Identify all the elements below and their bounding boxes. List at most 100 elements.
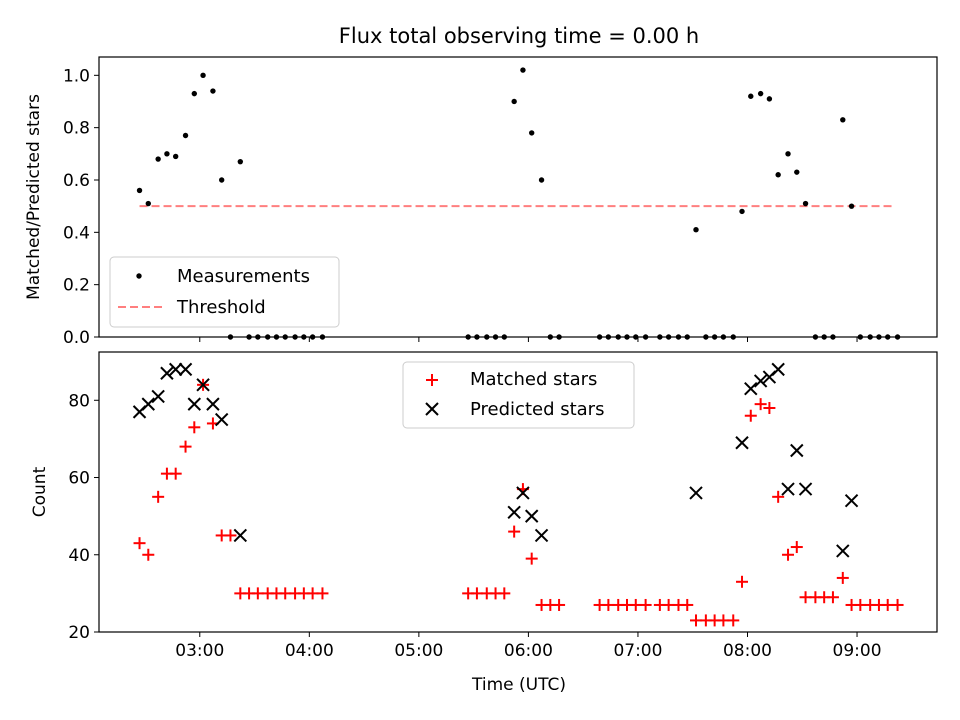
legend-threshold-label: Threshold xyxy=(176,297,266,318)
measurement-point xyxy=(237,158,244,165)
top-y-tick-label: 0.4 xyxy=(63,223,90,243)
top-y-tick-label: 0.0 xyxy=(63,328,90,348)
legend-predicted-label: Predicted stars xyxy=(470,399,604,420)
top-axes-frame xyxy=(98,56,938,338)
measurement-point xyxy=(164,151,170,157)
predicted-star-point xyxy=(836,544,850,558)
bottom-plot-marks xyxy=(132,362,904,627)
matched-star-point xyxy=(836,571,849,584)
matched-star-point xyxy=(681,598,694,611)
predicted-star-point xyxy=(534,528,549,543)
predicted-star-point xyxy=(735,436,749,450)
top-legend: Measurements Threshold xyxy=(109,256,340,328)
legend-predicted-marker xyxy=(425,402,439,416)
measurement-point xyxy=(172,153,179,160)
bottom-y-tick-label: 80 xyxy=(68,391,90,411)
measurement-point xyxy=(528,130,535,136)
measurement-point xyxy=(785,151,791,157)
matched-star-point xyxy=(188,421,201,434)
bottom-legend: Matched stars Predicted stars xyxy=(402,361,635,429)
bottom-y-tick-label: 40 xyxy=(68,546,90,566)
measurement-point xyxy=(520,67,526,73)
matched-star-point xyxy=(316,587,329,600)
measurement-point xyxy=(766,96,773,102)
measurement-point xyxy=(802,200,809,207)
matched-star-point xyxy=(790,541,803,554)
matched-star-point xyxy=(508,525,521,538)
bottom-y-ticks: 20 40 60 80 xyxy=(68,391,99,643)
predicted-star-point xyxy=(844,493,859,508)
legend-measurements-marker xyxy=(136,273,142,279)
predicted-star-point xyxy=(689,486,703,500)
measurement-point xyxy=(538,177,545,183)
bottom-x-tick-label: 07:00 xyxy=(613,641,662,661)
top-chart-title: Flux total observing time = 0.00 h xyxy=(339,24,699,48)
bottom-x-tick-label: 08:00 xyxy=(723,641,772,661)
bottom-x-tick-label: 04:00 xyxy=(285,641,334,661)
measurement-point xyxy=(693,227,699,233)
measurement-point xyxy=(840,117,846,123)
predicted-star-point xyxy=(196,378,210,392)
measurement-point xyxy=(182,132,189,139)
measurement-point xyxy=(511,98,517,105)
measurement-point xyxy=(748,93,754,99)
predicted-star-point xyxy=(798,482,813,496)
matched-star-point xyxy=(525,552,538,565)
legend-matched-label: Matched stars xyxy=(470,369,597,390)
bottom-x-tick-label: 06:00 xyxy=(504,641,553,661)
matched-star-point xyxy=(142,548,155,561)
matched-star-point xyxy=(169,467,182,480)
predicted-star-point xyxy=(206,397,220,411)
measurement-point xyxy=(848,203,855,209)
matched-star-point xyxy=(179,440,192,453)
matched-star-point xyxy=(736,575,749,588)
measurement-point xyxy=(757,90,764,97)
matched-star-point xyxy=(744,409,757,422)
matched-star-point xyxy=(754,398,767,411)
bottom-y-axis-label: Count xyxy=(30,466,50,517)
top-y-tick-label: 0.2 xyxy=(63,276,90,296)
bottom-x-tick-label: 05:00 xyxy=(394,641,443,661)
top-y-tick-label: 1.0 xyxy=(63,66,90,86)
measurement-point xyxy=(200,72,206,79)
top-plot-marks xyxy=(136,67,901,340)
bottom-y-tick-label: 60 xyxy=(68,469,90,489)
matched-star-point xyxy=(772,490,785,503)
measurement-point xyxy=(191,90,198,97)
bottom-x-tick-label: 09:00 xyxy=(833,641,882,661)
matched-star-point xyxy=(891,598,904,611)
measurement-point xyxy=(145,200,151,207)
measurement-point xyxy=(136,187,143,194)
bottom-legend-box xyxy=(402,361,635,429)
bottom-x-ticks: 03:00 04:00 05:00 06:00 07:00 08:00 09:00 xyxy=(175,632,882,661)
top-legend-box xyxy=(109,256,340,328)
predicted-star-point xyxy=(753,374,768,388)
matched-star-point xyxy=(133,537,146,550)
predicted-star-point xyxy=(141,397,156,411)
top-y-axis-label: Matched/Predicted stars xyxy=(24,94,44,300)
top-y-ticks: 0.0 0.2 0.4 0.6 0.8 1.0 xyxy=(63,66,99,348)
bottom-x-axis-label: Time (UTC) xyxy=(471,675,566,695)
legend-measurements-label: Measurements xyxy=(177,266,310,287)
measurement-point xyxy=(794,169,800,175)
matched-star-point xyxy=(826,591,839,604)
bottom-axes-frame xyxy=(98,351,938,633)
predicted-star-point xyxy=(524,509,539,523)
predicted-star-point xyxy=(790,443,804,458)
bottom-panel: Count Time (UTC) 20 40 60 80 03:00 04:00 05:0… xyxy=(30,351,938,695)
matched-star-point xyxy=(553,598,566,611)
matched-star-point xyxy=(498,587,511,600)
predicted-star-point xyxy=(507,505,521,519)
matched-star-point xyxy=(763,402,776,414)
measurement-point xyxy=(218,177,225,183)
predicted-star-point xyxy=(151,389,165,404)
measurement-point xyxy=(210,88,216,94)
predicted-star-point xyxy=(781,482,795,496)
matched-star-point xyxy=(782,548,795,561)
matched-star-point xyxy=(152,490,165,503)
predicted-star-point xyxy=(178,362,193,377)
predicted-star-point xyxy=(160,366,174,380)
predicted-star-point xyxy=(233,528,248,543)
